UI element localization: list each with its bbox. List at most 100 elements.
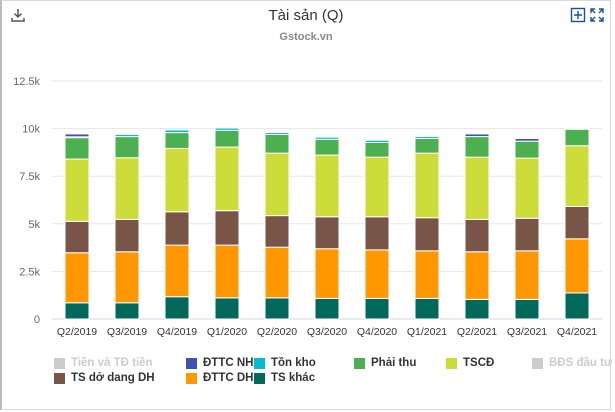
bar-segment[interactable] xyxy=(414,217,440,252)
bar-segment[interactable] xyxy=(464,156,490,220)
legend-item[interactable]: TS dở dang DH xyxy=(54,372,155,384)
legend-label: ĐTTC DH xyxy=(203,372,254,384)
y-tick-label: 7.5k xyxy=(19,171,40,183)
bar-segment[interactable] xyxy=(214,129,240,148)
bar-segment[interactable] xyxy=(414,297,440,320)
bar-segment[interactable] xyxy=(364,139,390,143)
bar-segment[interactable] xyxy=(564,127,590,130)
bar-segment[interactable] xyxy=(514,140,540,159)
bar-segment[interactable] xyxy=(514,217,540,252)
bar-segment[interactable] xyxy=(414,250,440,299)
y-tick-label: 10k xyxy=(22,124,40,136)
bar-segment[interactable] xyxy=(314,136,340,140)
bar-segment[interactable] xyxy=(364,297,390,320)
bar-segment[interactable] xyxy=(114,136,140,159)
legend-item[interactable]: Tiền và TĐ tiền xyxy=(54,357,153,369)
bar-segment[interactable] xyxy=(564,238,590,294)
bar-segment[interactable] xyxy=(214,146,240,212)
bar-segment[interactable] xyxy=(64,133,90,138)
bar-segment[interactable] xyxy=(114,218,140,253)
plus-square-icon[interactable] xyxy=(570,7,586,28)
x-tick-label: Q2/2020 xyxy=(257,326,297,338)
legend-item[interactable]: Phải thu xyxy=(354,357,416,369)
bar-segment[interactable] xyxy=(164,147,190,213)
bar-segment[interactable] xyxy=(164,129,190,134)
bar-segment[interactable] xyxy=(464,298,490,320)
bar-segment[interactable] xyxy=(414,138,440,154)
bar-segment[interactable] xyxy=(314,297,340,320)
bar-segment[interactable] xyxy=(64,302,90,320)
legend-label: TS dở dang DH xyxy=(71,372,155,384)
bar-segment[interactable] xyxy=(64,252,90,304)
stacked-bar-chart: 0 2.5k 5k 7.5k 10k 12.5k Q2/2019 Q3/2019 Q4/2019… xyxy=(13,76,602,338)
legend-item[interactable]: ĐTTC DH xyxy=(186,372,253,384)
bar-segment[interactable] xyxy=(464,136,490,158)
bar-segment[interactable] xyxy=(314,216,340,250)
bar-segment[interactable] xyxy=(164,296,190,320)
bar-segment[interactable] xyxy=(164,244,190,298)
bar-segment[interactable] xyxy=(314,248,340,299)
bar-segment[interactable] xyxy=(414,152,440,219)
bar-segment[interactable] xyxy=(364,156,390,218)
legend-swatch xyxy=(446,357,457,369)
bar-segment[interactable] xyxy=(264,152,290,217)
bar-segment[interactable] xyxy=(214,297,240,320)
x-tick-label: Q3/2021 xyxy=(507,326,547,338)
bar-segment[interactable] xyxy=(264,134,290,154)
bar-segment[interactable] xyxy=(214,127,240,131)
chart-title: Tài sản (Q) xyxy=(268,7,344,24)
bar-segment[interactable] xyxy=(314,138,340,156)
legend-item[interactable]: TS khác xyxy=(254,372,315,384)
legend-item[interactable]: BĐS đầu tư xyxy=(532,357,612,369)
bar-segment[interactable] xyxy=(214,210,240,246)
y-tick-label: 0 xyxy=(34,314,40,326)
legend-swatch xyxy=(254,357,265,369)
bar-segment[interactable] xyxy=(564,145,590,207)
x-tick-label: Q3/2019 xyxy=(107,326,147,338)
bar-segment[interactable] xyxy=(464,133,490,138)
legend-swatch xyxy=(254,372,265,384)
bar-segment[interactable] xyxy=(114,251,140,304)
x-tick-label: Q3/2020 xyxy=(307,326,347,338)
bar-segment[interactable] xyxy=(564,292,590,320)
legend-label: Phải thu xyxy=(371,357,417,369)
y-tick-label: 12.5k xyxy=(13,76,40,88)
bar-segment[interactable] xyxy=(514,138,540,142)
bar-segment[interactable] xyxy=(264,246,290,299)
bar-segment[interactable] xyxy=(514,157,540,219)
bar-segment[interactable] xyxy=(114,157,140,220)
bar-segment[interactable] xyxy=(64,220,90,254)
bar-segment[interactable] xyxy=(264,132,290,136)
bar-segment[interactable] xyxy=(564,128,590,147)
bar-segment[interactable] xyxy=(564,205,590,240)
bar-segment[interactable] xyxy=(64,136,90,160)
bar-segment[interactable] xyxy=(214,244,240,299)
legend-item[interactable]: ĐTTC NH xyxy=(186,357,253,369)
bar-segment[interactable] xyxy=(164,132,190,149)
bar-segment[interactable] xyxy=(464,251,490,300)
bar-segment[interactable] xyxy=(114,134,140,138)
expand-icon[interactable] xyxy=(589,7,605,28)
bar-segment[interactable] xyxy=(364,141,390,158)
bar-segment[interactable] xyxy=(364,249,390,299)
legend-swatch xyxy=(54,372,65,384)
legend-item[interactable]: Tồn kho xyxy=(254,357,316,369)
legend-label: TSCĐ xyxy=(463,357,495,369)
bar-segment[interactable] xyxy=(64,158,90,222)
bar-segment[interactable] xyxy=(264,215,290,248)
bar-segment[interactable] xyxy=(264,297,290,320)
bar-segment[interactable] xyxy=(414,136,440,140)
legend-swatch xyxy=(532,357,543,369)
download-icon[interactable] xyxy=(10,7,26,28)
bar-segment[interactable] xyxy=(114,302,140,320)
bar-segment[interactable] xyxy=(314,154,340,218)
x-tick-label: Q1/2021 xyxy=(407,326,447,338)
bar-segment[interactable] xyxy=(514,250,540,300)
bar-segment[interactable] xyxy=(464,218,490,253)
legend-item[interactable]: TSCĐ xyxy=(446,357,494,369)
bar-segment[interactable] xyxy=(514,298,540,320)
y-tick-label: 5k xyxy=(28,219,40,231)
bar-segment[interactable] xyxy=(364,216,390,251)
bar-segment[interactable] xyxy=(164,211,190,246)
